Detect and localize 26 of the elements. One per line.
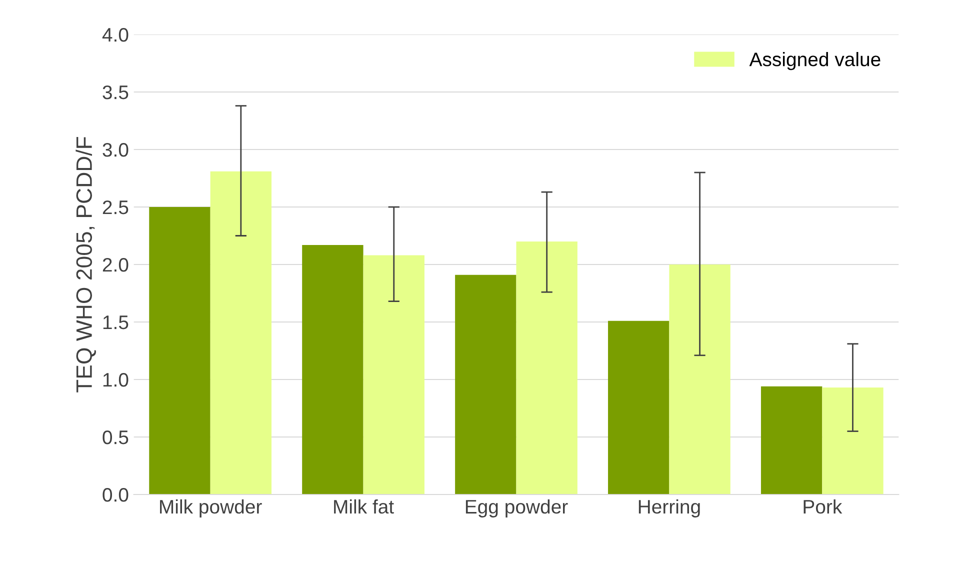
y-tick-label: 3.5 — [102, 85, 128, 100]
y-axis-title: TEQ WHO 2005, PCDD/F — [76, 136, 96, 392]
y-tick-label: 2.0 — [102, 258, 128, 272]
bar — [149, 207, 210, 494]
x-tick-label: Egg powder — [466, 499, 568, 518]
x-tick-label: Milk fat — [334, 499, 394, 514]
legend-label: Assigned value — [749, 52, 880, 70]
bar — [210, 171, 272, 494]
y-tick-label: 1.5 — [103, 316, 128, 330]
bar — [669, 264, 730, 494]
y-tick-label: 0.0 — [102, 488, 128, 502]
bar — [455, 274, 516, 494]
y-tick-label: 3.0 — [102, 142, 128, 157]
y-tick-label: 2.5 — [102, 200, 128, 214]
y-tick-label: 4.0 — [102, 28, 128, 42]
bar — [608, 320, 670, 494]
y-tick-label: 1.0 — [103, 372, 128, 387]
bar — [822, 388, 884, 494]
bar — [363, 255, 424, 494]
bar — [760, 386, 822, 494]
x-tick-label: Herring — [638, 499, 700, 518]
x-tick-label: Milk powder — [160, 499, 262, 518]
x-tick-label: Pork — [804, 499, 842, 514]
y-tick-label: 0.5 — [102, 430, 128, 444]
bar — [516, 242, 578, 494]
bar — [302, 244, 364, 494]
